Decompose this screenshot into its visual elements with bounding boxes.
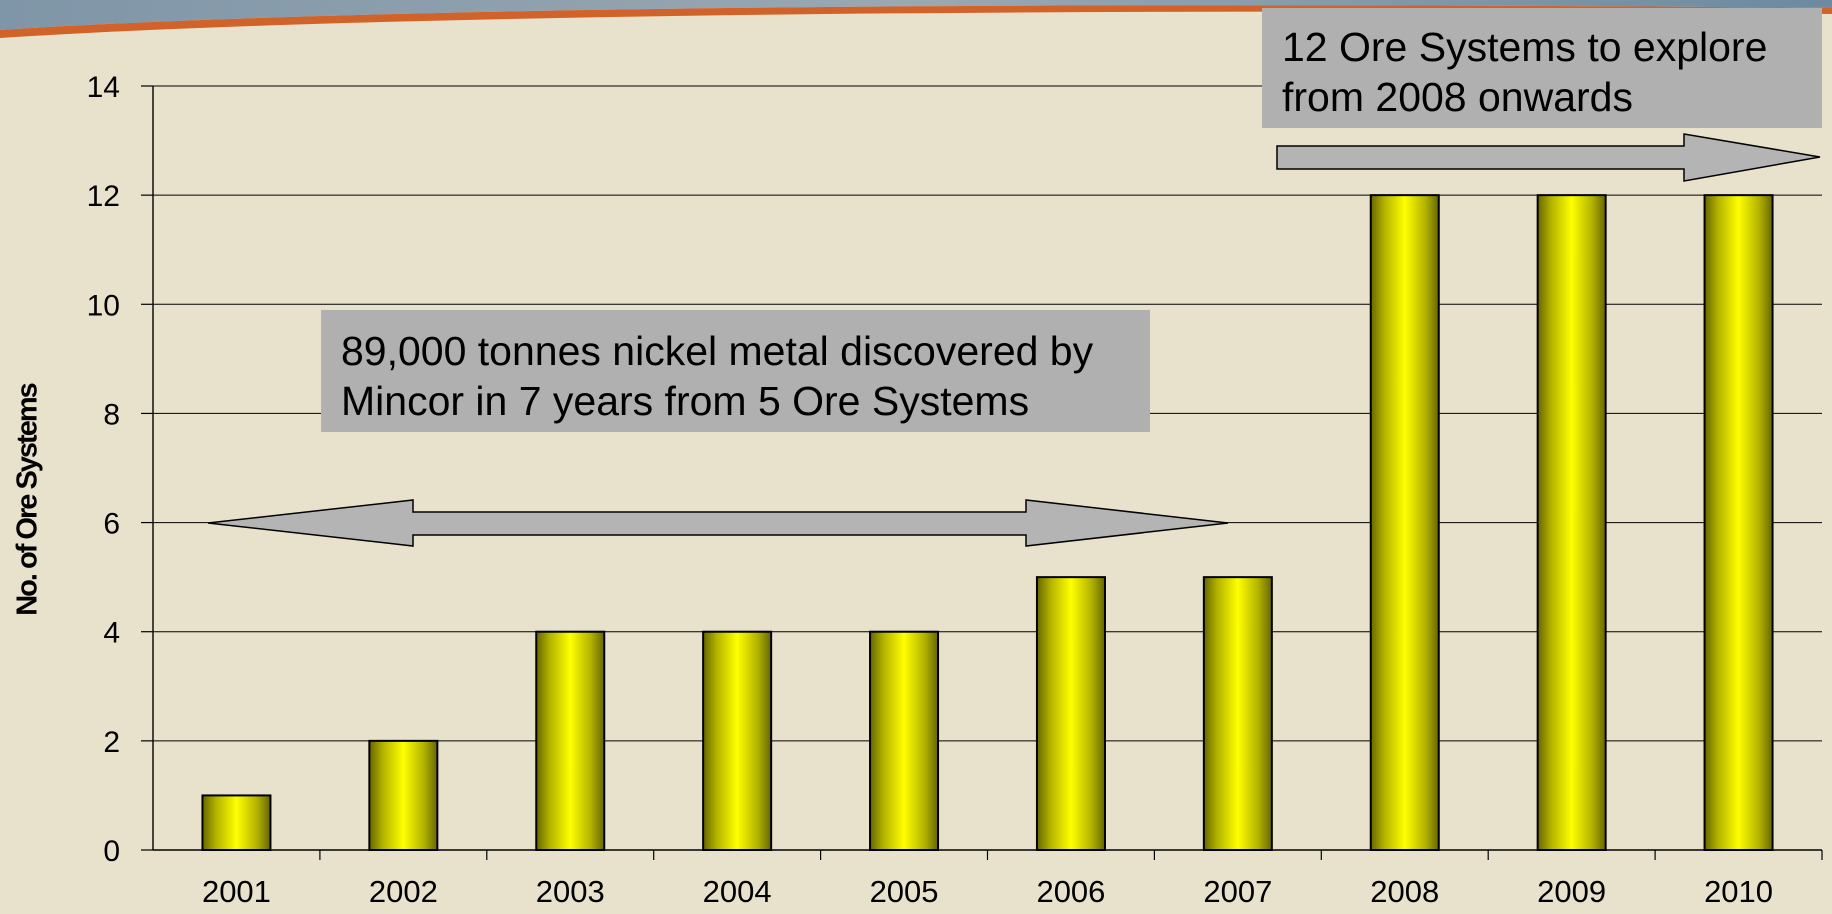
y-tick-label: 12 <box>87 180 120 213</box>
bar-2010 <box>1703 194 1774 851</box>
right-arrow <box>1276 133 1821 182</box>
middle-callout: 89,000 tonnes nickel metal discovered by… <box>321 310 1150 432</box>
bar-2007 <box>1202 576 1273 852</box>
y-tick-label: 14 <box>87 71 120 104</box>
y-tick-labels: 0 2 4 6 8 10 12 14 <box>87 71 120 868</box>
y-tick-label: 4 <box>103 617 120 650</box>
x-tick-label: 2006 <box>1036 874 1105 909</box>
bar-2005 <box>869 630 940 852</box>
middle-callout-line-1: 89,000 tonnes nickel metal discovered by <box>341 328 1094 374</box>
x-tick-label: 2001 <box>202 874 271 909</box>
bar-2006 <box>1035 576 1106 852</box>
y-tick-label: 6 <box>103 508 120 541</box>
top-callout-line-2: from 2008 onwards <box>1282 74 1633 120</box>
x-tick-label: 2009 <box>1537 874 1606 909</box>
x-tick-label: 2010 <box>1704 874 1773 909</box>
x-tick-label: 2007 <box>1203 874 1272 909</box>
bar-2008 <box>1369 194 1440 851</box>
bars <box>201 194 1774 852</box>
bar-2009 <box>1536 194 1607 851</box>
y-tick-label: 2 <box>103 726 120 759</box>
bar-2002 <box>368 739 439 851</box>
x-tick-label: 2004 <box>703 874 772 909</box>
x-tick-label: 2002 <box>369 874 438 909</box>
top-callout: 12 Ore Systems to explore from 2008 onwa… <box>1262 8 1822 128</box>
x-tick-label: 2005 <box>870 874 939 909</box>
y-tick-label: 8 <box>103 398 120 431</box>
double-arrow <box>207 499 1229 547</box>
y-tick-label: 0 <box>103 835 120 868</box>
y-tick-label: 10 <box>87 289 120 322</box>
header-banner <box>0 0 1832 38</box>
middle-callout-line-2: Mincor in 7 years from 5 Ore Systems <box>341 378 1030 424</box>
y-axis-label: No. of Ore Systems <box>11 384 44 616</box>
x-tick-labels: 2001 2002 2003 2004 2005 2006 2007 2008 2009 2010 <box>202 874 1773 909</box>
x-tick-label: 2003 <box>536 874 605 909</box>
bar-2003 <box>535 630 606 852</box>
bar-2004 <box>702 630 773 852</box>
x-tick-label: 2008 <box>1370 874 1439 909</box>
bar-2001 <box>201 794 272 852</box>
top-callout-line-1: 12 Ore Systems to explore <box>1282 24 1768 70</box>
